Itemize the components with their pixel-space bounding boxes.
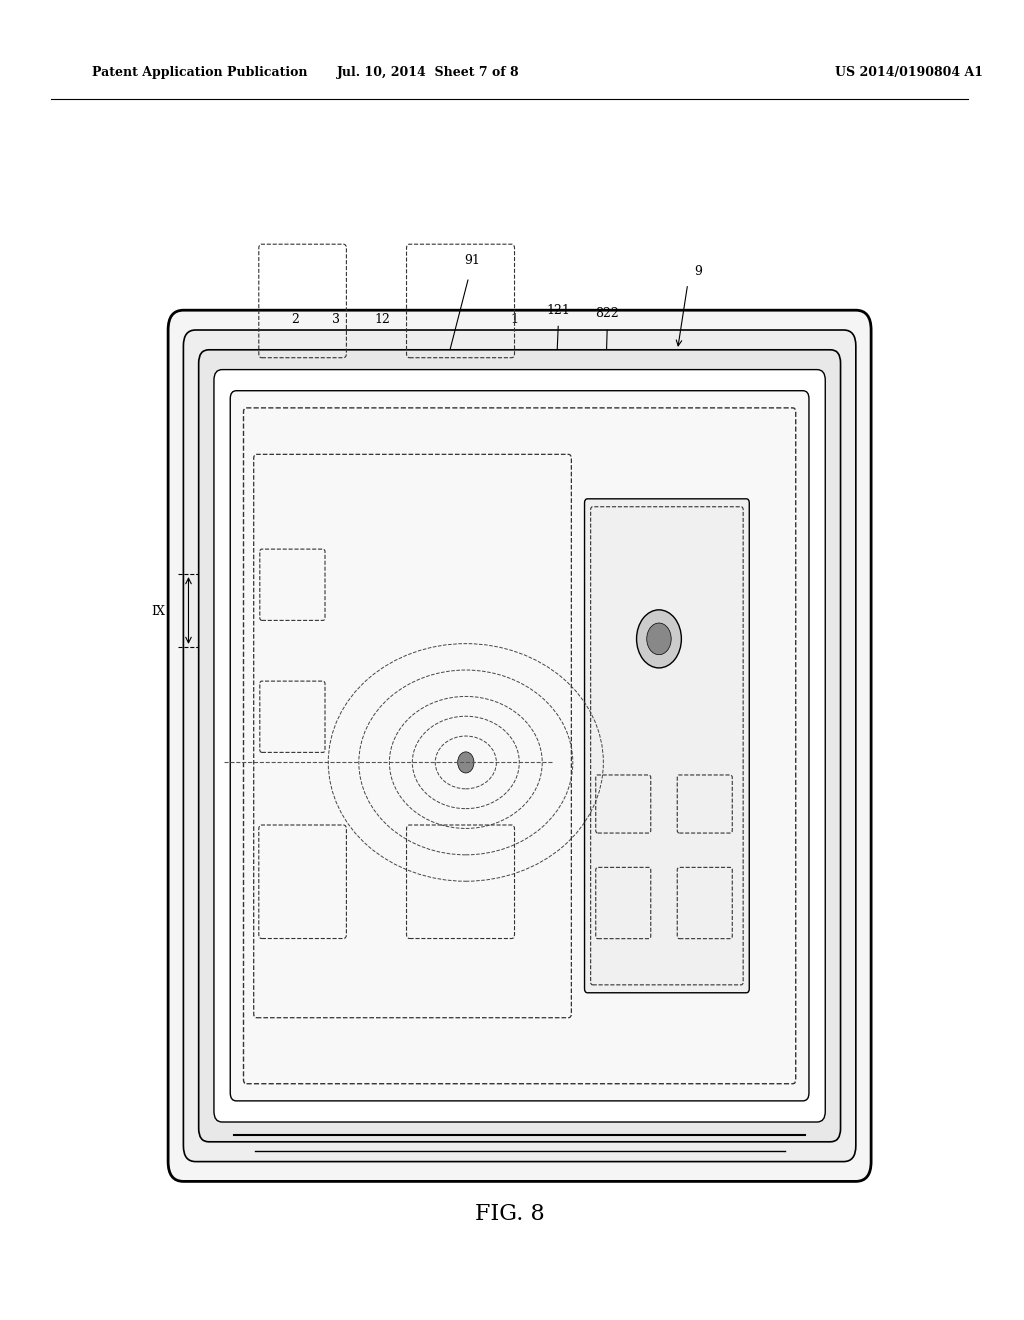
Text: IX: IX — [151, 605, 165, 618]
Text: 9: 9 — [694, 264, 701, 277]
Text: 8: 8 — [781, 647, 790, 660]
Circle shape — [637, 610, 681, 668]
Text: 3: 3 — [332, 313, 340, 326]
Text: US 2014/0190804 A1: US 2014/0190804 A1 — [836, 66, 983, 79]
Text: Patent Application Publication: Patent Application Publication — [92, 66, 307, 79]
Circle shape — [647, 623, 671, 655]
FancyBboxPatch shape — [168, 310, 871, 1181]
FancyBboxPatch shape — [585, 499, 750, 993]
FancyBboxPatch shape — [183, 330, 856, 1162]
FancyBboxPatch shape — [230, 391, 809, 1101]
Text: 2: 2 — [292, 313, 299, 326]
Text: Jul. 10, 2014  Sheet 7 of 8: Jul. 10, 2014 Sheet 7 of 8 — [337, 66, 519, 79]
Text: 513: 513 — [781, 436, 805, 449]
FancyBboxPatch shape — [214, 370, 825, 1122]
Text: 1: 1 — [511, 313, 518, 326]
FancyBboxPatch shape — [199, 350, 841, 1142]
Text: IX: IX — [781, 558, 796, 572]
Text: 822: 822 — [595, 306, 620, 319]
Circle shape — [458, 752, 474, 774]
Text: 12: 12 — [374, 313, 390, 326]
Text: 81: 81 — [781, 462, 798, 475]
Text: 121: 121 — [547, 304, 570, 317]
Text: 83: 83 — [540, 719, 556, 733]
Text: FIG. 8: FIG. 8 — [474, 1204, 545, 1225]
Text: 522: 522 — [514, 759, 538, 772]
Text: 91: 91 — [464, 253, 479, 267]
Text: 821: 821 — [781, 620, 805, 634]
